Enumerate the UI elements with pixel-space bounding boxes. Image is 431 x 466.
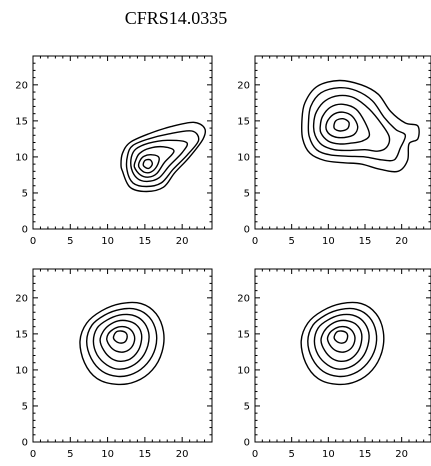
- contour-level-3: [312, 94, 391, 152]
- x-tick-label: 5: [288, 236, 294, 247]
- contour-panel-3: 0 5 10 15 20 0 5 10 15 20: [15, 268, 213, 460]
- contour-level-6: [142, 158, 154, 170]
- y-tick-label: 20: [15, 293, 28, 304]
- contour-level-4: [133, 145, 175, 178]
- contour-level-3: [313, 313, 370, 370]
- contour-level-4: [319, 103, 371, 145]
- contour-panel-2: 0 5 10 15 20 0 5 10 15 20: [237, 55, 431, 247]
- plot-frame: [254, 268, 431, 443]
- contour-panel-1: 0 5 10 15 20 0 5 10 15 20: [15, 55, 213, 247]
- y-tick-label: 5: [22, 401, 28, 412]
- figure-title: CFRS14.0335: [124, 8, 228, 28]
- y-tick-label: 15: [15, 116, 28, 127]
- y-tick-label: 5: [244, 401, 250, 412]
- y-tick-label: 5: [22, 188, 28, 199]
- y-tick-label: 10: [237, 365, 250, 376]
- x-tick-label: 10: [322, 236, 335, 247]
- y-tick-label: 10: [15, 152, 28, 163]
- y-tick-label: 5: [244, 188, 250, 199]
- x-tick-label: 0: [30, 236, 36, 247]
- contour-level-1: [300, 301, 385, 386]
- contour-level-5: [326, 325, 356, 353]
- x-tick-label: 20: [395, 236, 408, 247]
- contour-level-3: [92, 313, 150, 370]
- contour-level-4: [99, 319, 143, 363]
- x-tick-label: 15: [359, 449, 372, 460]
- y-tick-label: 0: [22, 225, 28, 236]
- contour-level-1: [120, 121, 207, 193]
- contour-level-2: [125, 130, 200, 188]
- x-tick-label: 10: [101, 449, 114, 460]
- contour-level-2: [85, 307, 158, 378]
- x-tick-label: 0: [252, 449, 258, 460]
- contour-level-1: [79, 301, 165, 386]
- x-tick-label: 0: [30, 449, 36, 460]
- contour-level-2: [307, 86, 407, 162]
- contour-level-6: [333, 117, 350, 132]
- x-tick-label: 5: [67, 449, 73, 460]
- plot-frame: [32, 268, 213, 443]
- contour-level-6: [333, 330, 349, 344]
- contour-level-5: [325, 111, 359, 139]
- contour-level-1: [300, 79, 420, 173]
- y-tick-label: 20: [237, 80, 250, 91]
- plot-frame: [32, 55, 213, 230]
- y-tick-label: 15: [237, 116, 250, 127]
- x-tick-label: 15: [139, 449, 152, 460]
- y-tick-label: 15: [15, 329, 28, 340]
- x-tick-label: 5: [67, 236, 73, 247]
- y-tick-label: 0: [244, 225, 250, 236]
- x-tick-label: 20: [176, 449, 189, 460]
- x-tick-label: 10: [101, 236, 114, 247]
- x-tick-label: 15: [139, 236, 152, 247]
- y-tick-label: 10: [237, 152, 250, 163]
- x-tick-label: 20: [395, 449, 408, 460]
- x-tick-label: 15: [359, 236, 372, 247]
- x-tick-label: 0: [252, 236, 258, 247]
- contour-level-5: [137, 154, 160, 174]
- x-tick-label: 20: [176, 236, 189, 247]
- contour-panel-4: 0 5 10 15 20 0 5 10 15 20: [237, 268, 431, 460]
- contour-level-5: [106, 325, 136, 353]
- contour-level-6: [112, 330, 128, 344]
- y-tick-label: 0: [22, 438, 28, 449]
- plot-frame: [254, 55, 431, 230]
- contour-level-4: [320, 319, 363, 363]
- contour-level-3: [130, 139, 189, 183]
- y-tick-label: 15: [237, 329, 250, 340]
- x-tick-label: 10: [322, 449, 335, 460]
- y-tick-label: 0: [244, 438, 250, 449]
- y-tick-label: 20: [237, 293, 250, 304]
- y-tick-label: 10: [15, 365, 28, 376]
- x-tick-label: 5: [288, 449, 294, 460]
- y-tick-label: 20: [15, 80, 28, 91]
- contour-level-2: [307, 307, 378, 378]
